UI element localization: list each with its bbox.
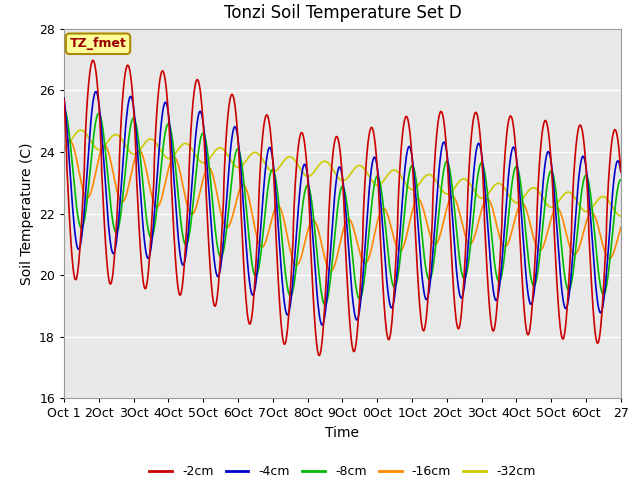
- Legend: -2cm, -4cm, -8cm, -16cm, -32cm: -2cm, -4cm, -8cm, -16cm, -32cm: [145, 460, 540, 480]
- Y-axis label: Soil Temperature (C): Soil Temperature (C): [20, 143, 33, 285]
- Title: Tonzi Soil Temperature Set D: Tonzi Soil Temperature Set D: [223, 4, 461, 22]
- Text: TZ_fmet: TZ_fmet: [70, 37, 127, 50]
- X-axis label: Time: Time: [325, 426, 360, 440]
